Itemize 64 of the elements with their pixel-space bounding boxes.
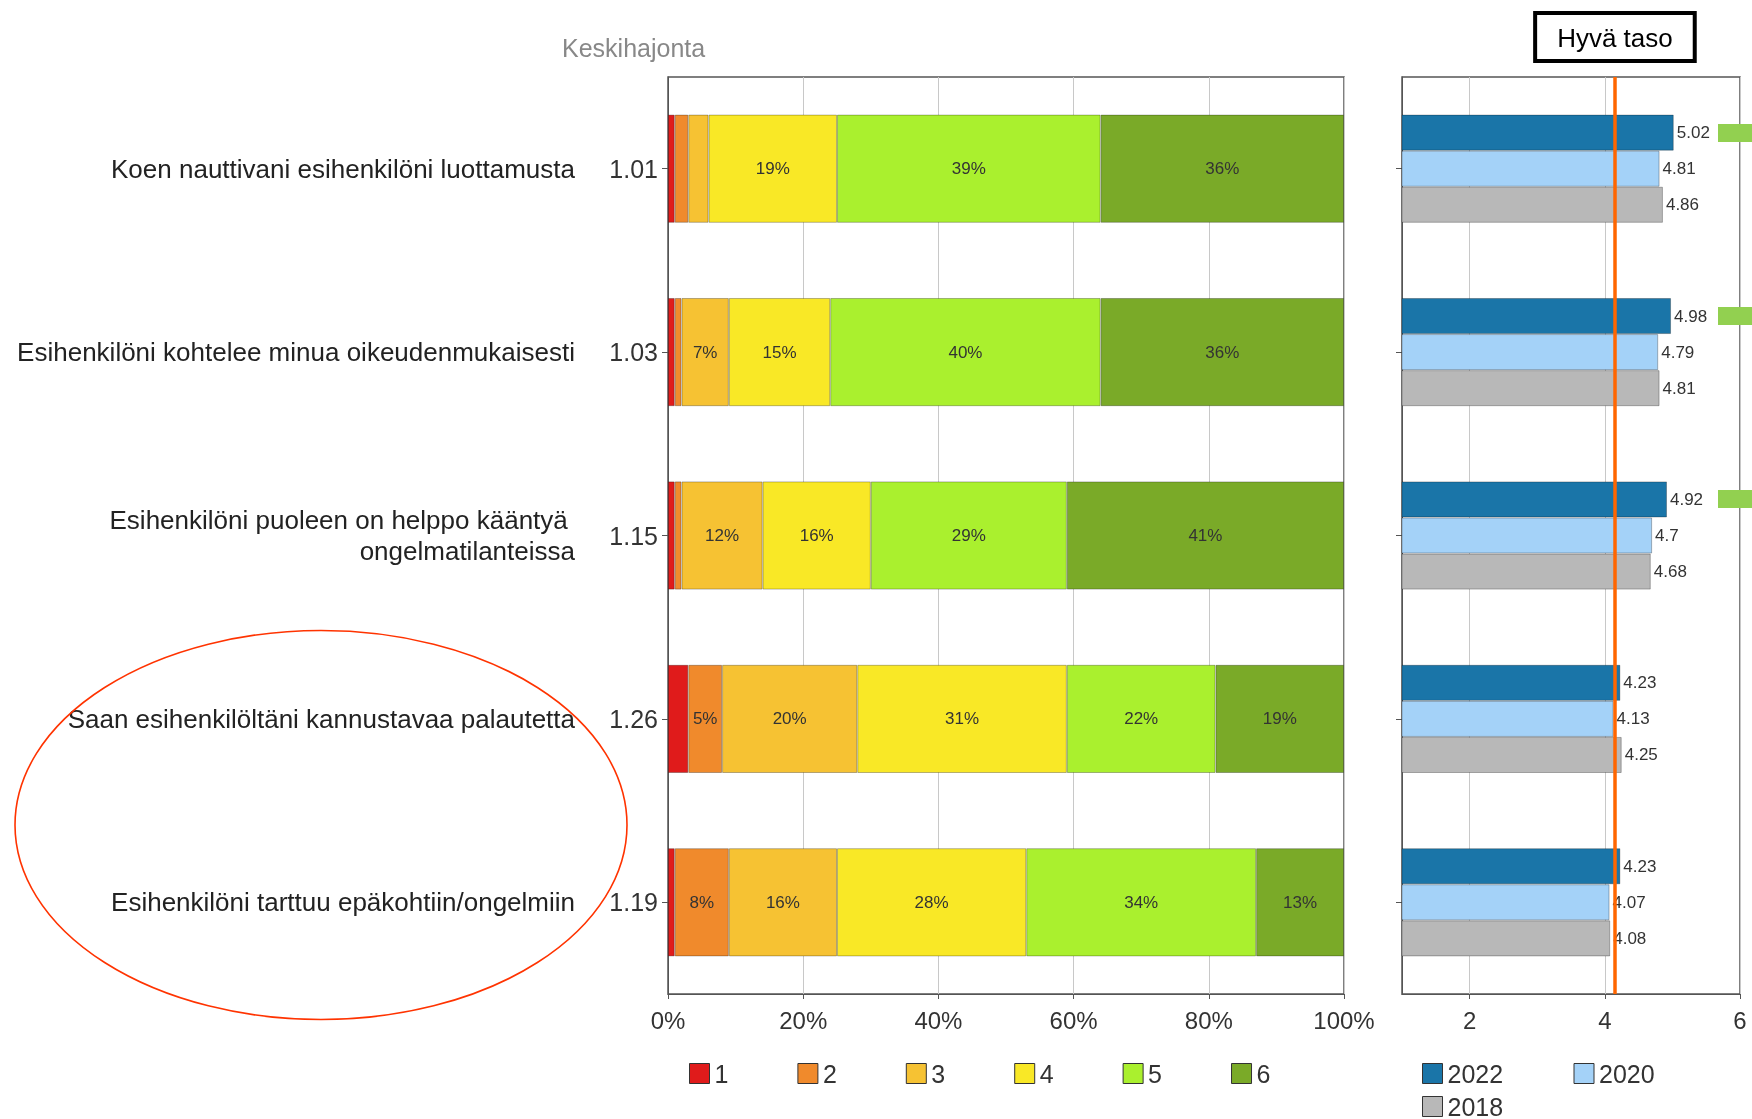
data-label: 31% (945, 709, 980, 729)
data-label: 4.25 (1624, 745, 1658, 765)
y2-tick-label: 1.03 (609, 338, 658, 367)
x-tick-label: 20% (779, 1006, 828, 1034)
data-label: 8% (689, 892, 715, 912)
data-label: 4.7 (1655, 526, 1679, 545)
data-label: 19% (755, 159, 790, 179)
data-label: 28% (914, 892, 949, 912)
legend-label: 4 (1039, 1059, 1054, 1088)
x-tick-label: 0% (650, 1006, 686, 1034)
y2-tick-label: 1.01 (609, 154, 658, 183)
x-tick-label: 80% (1184, 1006, 1233, 1034)
data-label: 4.81 (1662, 378, 1696, 398)
legend-label: 6 (1256, 1059, 1271, 1088)
ref-line-label: Hyvä taso (1557, 23, 1673, 53)
y2-tick-label: 1.26 (609, 704, 658, 733)
legend-label: 2018 (1447, 1092, 1504, 1119)
y2-tick-label: 1.15 (609, 521, 658, 550)
legend-label: 3 (931, 1059, 946, 1088)
x-tick-label: 2 (1462, 1006, 1477, 1034)
y-tick-label: Esihenkilöni puoleen on helppo kääntyä ongelmatilanteissa (109, 505, 576, 566)
data-label: 36% (1205, 342, 1240, 362)
data-label: 4.23 (1623, 856, 1657, 876)
data-label: 22% (1124, 709, 1159, 729)
y-tick-label: Esihenkilöni kohtelee minua oikeudenmukaisesti (17, 337, 575, 368)
data-label: 15% (762, 342, 797, 362)
data-label: 5% (692, 709, 718, 729)
data-label: 4.68 (1653, 562, 1687, 582)
data-label: 13% (1283, 892, 1318, 912)
data-label: 4.23 (1623, 673, 1657, 693)
data-label: 36% (1205, 159, 1240, 179)
data-label: 4.13 (1616, 709, 1650, 729)
data-label: 20% (772, 709, 807, 729)
x-tick-label: 6 (1733, 1006, 1747, 1034)
data-label: 41% (1188, 526, 1223, 545)
y2-tick-label: 1.19 (609, 888, 658, 917)
y-tick-label: Koen nauttivani esihenkilöni luottamusta (111, 153, 576, 184)
legend-label: 2022 (1447, 1059, 1504, 1088)
x-tick-label: 60% (1049, 1006, 1098, 1034)
x-tick-label: 4 (1598, 1006, 1612, 1034)
data-label: 4.92 (1669, 489, 1704, 509)
y-tick-label: Esihenkilöni tarttuu epäkohtiin/ongelmiin (111, 887, 575, 918)
data-label: 39% (951, 159, 986, 179)
data-label: 4.86 (1665, 195, 1700, 215)
data-label: 7% (692, 342, 718, 362)
data-label: 16% (799, 526, 834, 545)
data-label: 29% (951, 526, 986, 545)
x-tick-label: 40% (914, 1006, 963, 1034)
data-label: 4.98 (1674, 306, 1708, 326)
legend-label: 2020 (1599, 1059, 1655, 1088)
legend-label: 2 (822, 1059, 837, 1088)
data-label: 4.81 (1662, 159, 1696, 179)
legend-label: 1 (714, 1059, 729, 1088)
x-tick-label: 100% (1313, 1006, 1375, 1034)
y2-axis-title: Keskihajonta (562, 33, 706, 62)
data-label: 34% (1124, 892, 1159, 912)
data-label: 5.02 (1676, 123, 1710, 143)
data-label: 12% (705, 526, 740, 545)
data-label: 16% (765, 892, 800, 912)
y-tick-label: Saan esihenkilöltäni kannustavaa palautetta (67, 703, 576, 734)
data-label: 4.79 (1661, 342, 1695, 362)
data-label: 19% (1262, 709, 1297, 729)
legend-label: 5 (1148, 1059, 1163, 1088)
data-label: 40% (948, 342, 983, 362)
